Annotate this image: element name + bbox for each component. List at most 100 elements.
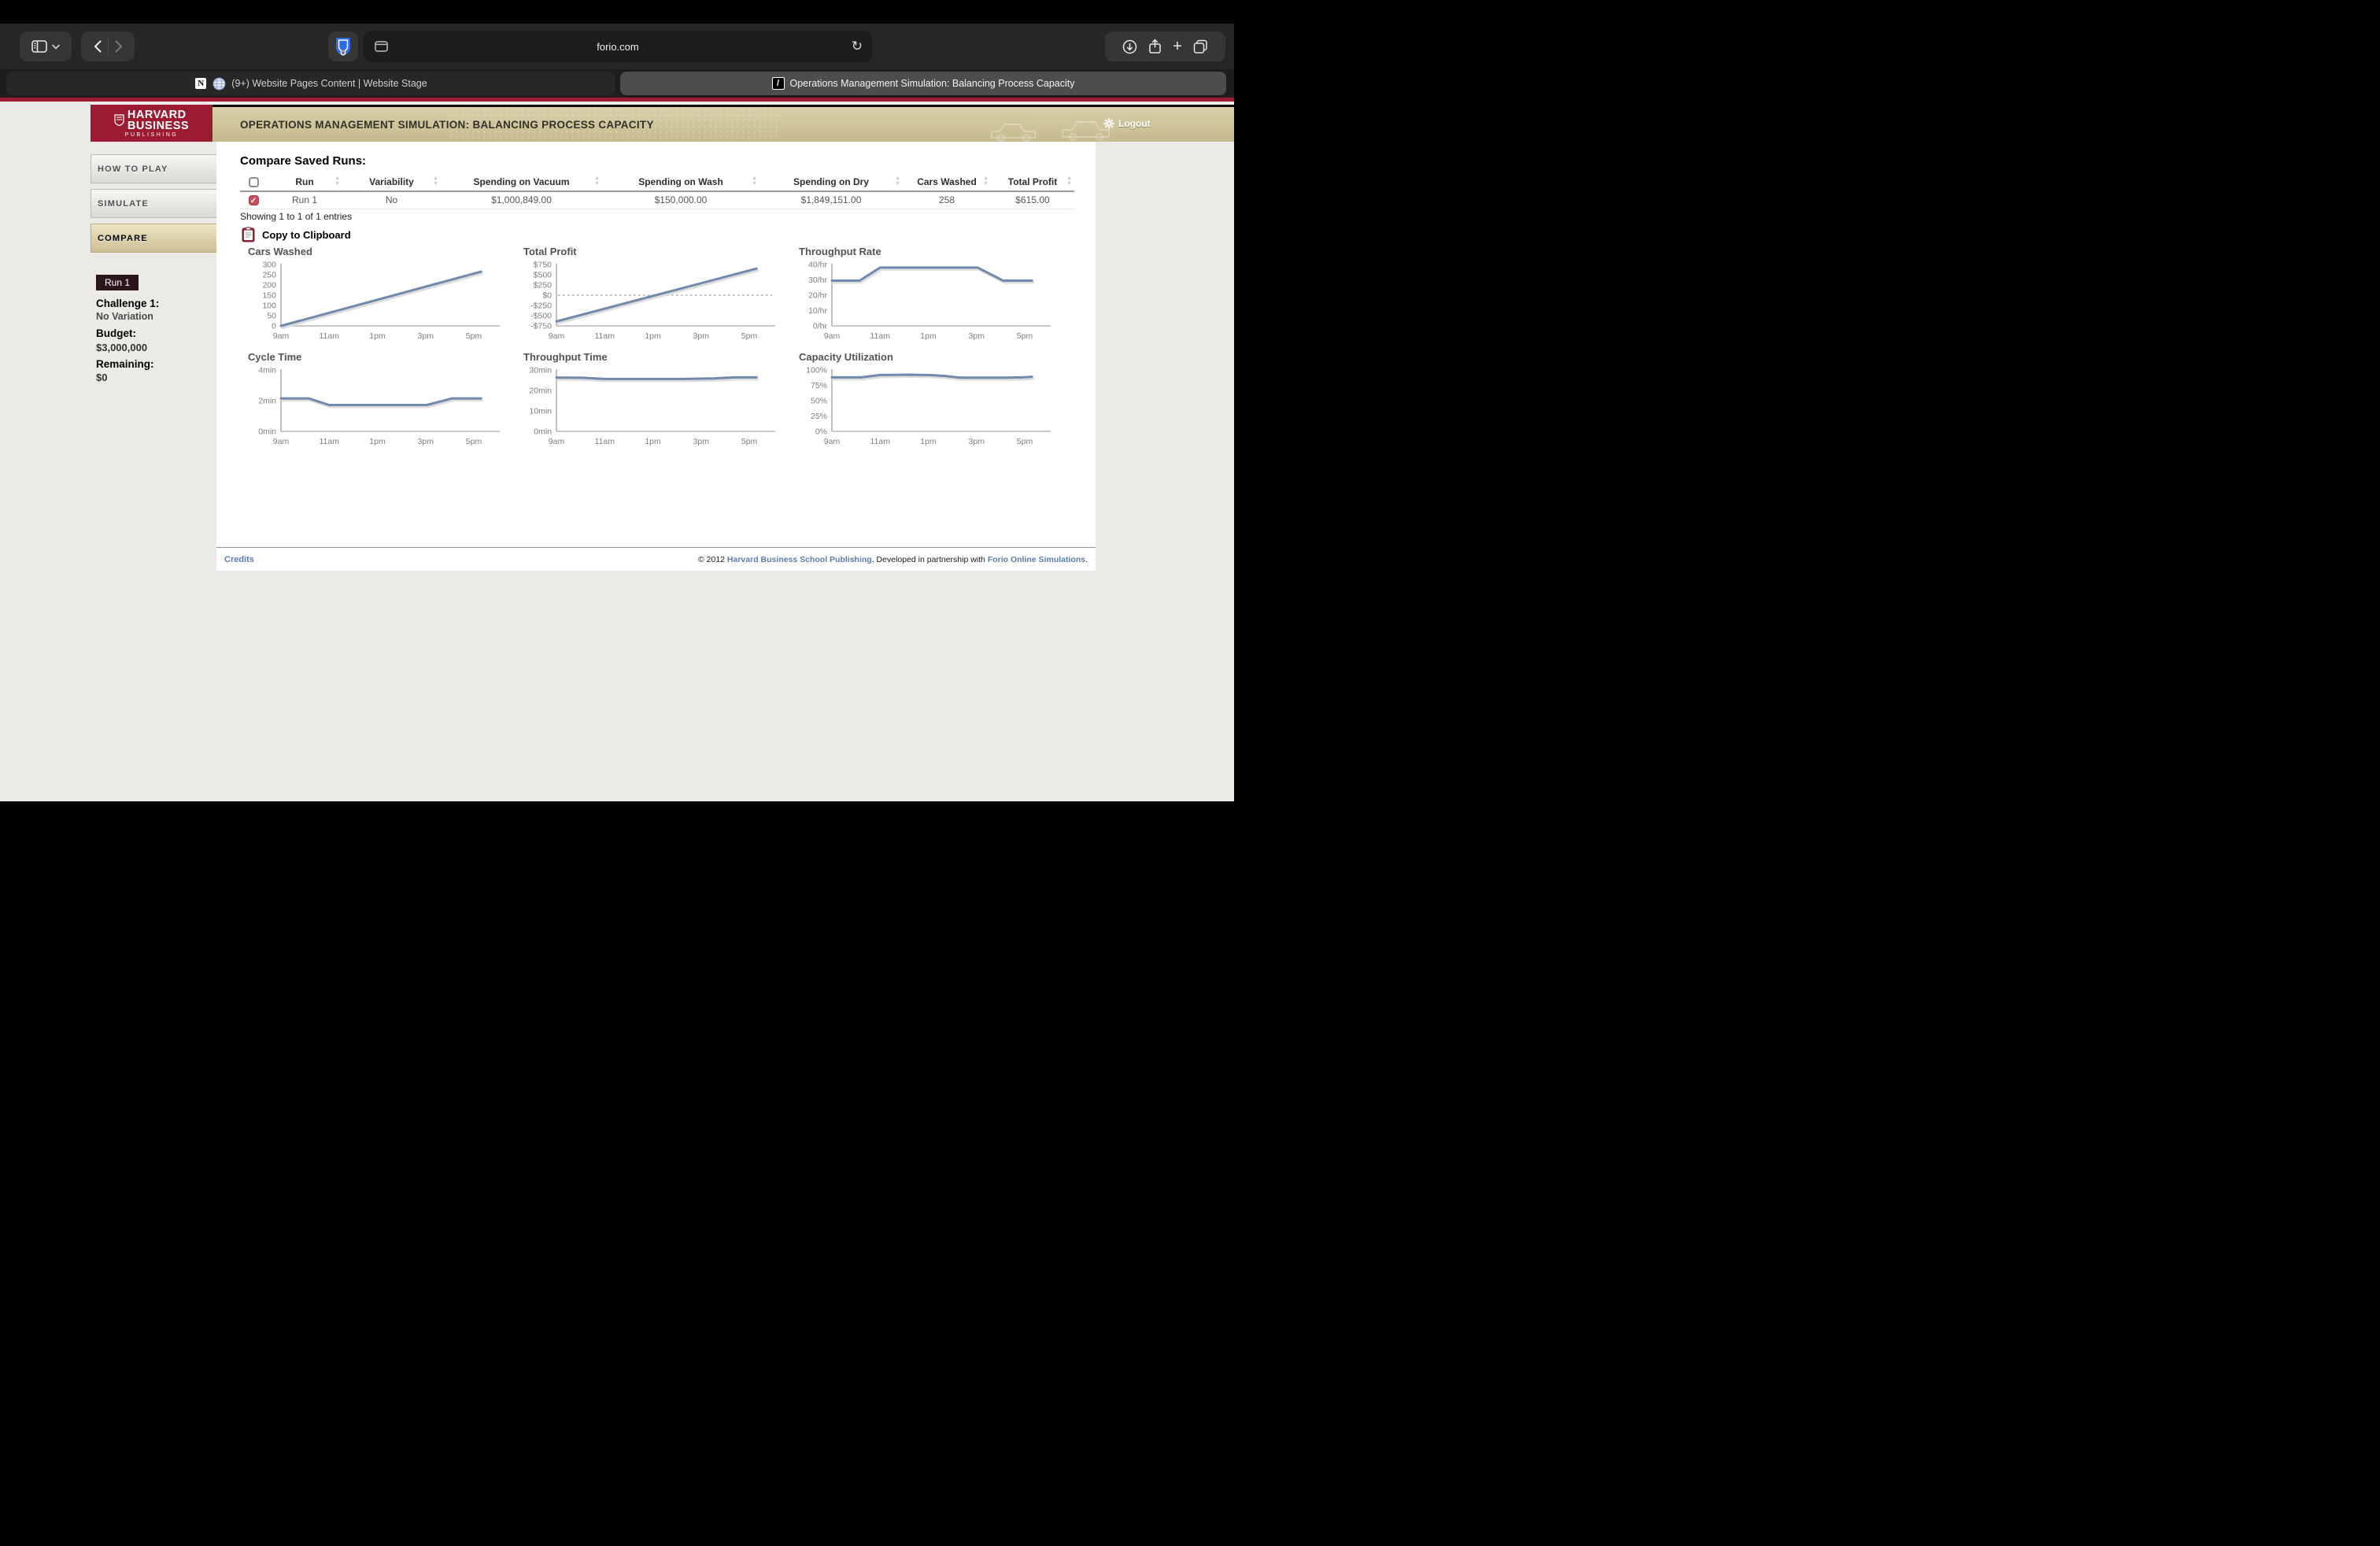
copy-button-label: Copy to Clipboard (262, 228, 351, 241)
footer: Credits © 2012 Harvard Business School P… (216, 547, 1096, 571)
svg-text:40/hr: 40/hr (808, 261, 827, 270)
copy-to-clipboard-button[interactable]: Copy to Clipboard (242, 227, 351, 242)
url-bar[interactable]: forio.com ↻ (364, 31, 872, 62)
chart-title: Throughput Rate (799, 246, 881, 257)
svg-text:0%: 0% (815, 427, 827, 437)
svg-text:1pm: 1pm (369, 437, 386, 446)
nav-label: SIMULATE (98, 198, 150, 209)
password-extension-button[interactable] (328, 31, 358, 61)
budget-label: Budget: (96, 327, 136, 339)
share-button[interactable] (1148, 39, 1162, 54)
content-panel: Compare Saved Runs: Run ▲ ▼ Variability ▲ ▼ Sp… (216, 142, 1096, 571)
browser-toolbar: forio.com ↻ + (0, 24, 1234, 69)
forward-button[interactable] (115, 40, 123, 53)
chart-title: Capacity Utilization (799, 351, 893, 363)
column-label: Run (295, 176, 314, 187)
chart-cars-washed: Cars Washed 300 250 200 150 100 50 0 9am 11am 1pm 3… (248, 246, 501, 347)
svg-text:$500: $500 (534, 271, 552, 280)
svg-text:11am: 11am (870, 437, 891, 446)
logout-button[interactable]: Logout (1103, 118, 1151, 129)
svg-text:3pm: 3pm (969, 331, 985, 341)
downloads-button[interactable] (1122, 39, 1137, 54)
table-header-row: Run ▲ ▼ Variability ▲ ▼ Spending on Vacuum ▲ ▼ Sp… (240, 173, 1074, 192)
row-select-cell: ✓ (240, 191, 267, 209)
sidebar-item-simulate[interactable]: SIMULATE (91, 189, 228, 218)
nav-label: COMPARE (98, 233, 148, 243)
svg-text:10/hr: 10/hr (808, 306, 827, 316)
url-text: forio.com (597, 40, 639, 53)
page-window-icon (375, 41, 388, 52)
charts-grid: Cars Washed 300 250 200 150 100 50 0 9am 11am 1pm 3… (248, 246, 1052, 453)
table-cell: $150,000.00 (602, 191, 759, 209)
nav-divider (107, 38, 109, 55)
table-cell: No (342, 191, 441, 209)
remaining-label: Remaining: (96, 358, 154, 370)
select-all-checkbox[interactable] (248, 176, 259, 187)
svg-text:2min: 2min (258, 397, 276, 406)
row-checkbox[interactable]: ✓ (248, 194, 259, 205)
copyright-prefix: © 2012 (697, 554, 727, 564)
svg-text:5pm: 5pm (741, 331, 758, 341)
tab-label: (9+) Website Pages Content | Website Sta… (231, 78, 427, 89)
table-cell: $615.00 (991, 191, 1074, 209)
svg-text:11am: 11am (320, 437, 340, 446)
column-header-total-profit[interactable]: Total Profit ▲ ▼ (991, 173, 1074, 192)
back-button[interactable] (94, 40, 102, 53)
svg-text:75%: 75% (811, 381, 827, 390)
sort-icon: ▲ ▼ (334, 176, 340, 187)
carwash-art (991, 121, 1110, 142)
column-header-spending-on-dry[interactable]: Spending on Dry ▲ ▼ (759, 173, 903, 192)
harvard-logo[interactable]: HARVARD BUSINESS PUBLISHING (91, 105, 213, 142)
sort-icon: ▲ ▼ (433, 176, 438, 187)
tab-simulation[interactable]: / Operations Management Simulation: Bala… (620, 72, 1226, 95)
svg-text:0/hr: 0/hr (813, 322, 828, 331)
sidebar-item-how-to-play[interactable]: HOW TO PLAY (91, 154, 228, 183)
reload-icon[interactable]: ↻ (851, 39, 863, 54)
sidebar-toggle-button[interactable] (20, 31, 72, 61)
gear-icon (1103, 118, 1114, 129)
copyright-text: © 2012 Harvard Business School Publishin… (698, 555, 1088, 564)
new-tab-button[interactable]: + (1173, 37, 1182, 55)
tab-bar: N (9+) Website Pages Content | Website S… (0, 69, 1234, 98)
page-body: HARVARD BUSINESS PUBLISHING OPERATIONS M… (0, 102, 1234, 801)
clipboard-icon (242, 227, 255, 242)
sidebar-item-compare[interactable]: COMPARE (91, 224, 242, 253)
column-label: Total Profit (1007, 176, 1058, 187)
column-label: Spending on Vacuum (473, 176, 570, 187)
credits-link[interactable]: Credits (224, 554, 254, 564)
harvard-shield-icon (114, 114, 124, 126)
forio-link[interactable]: Forio Online Simulations (987, 554, 1086, 564)
svg-text:0min: 0min (258, 427, 276, 437)
chart-title: Throughput Time (523, 351, 608, 363)
column-header-variability[interactable]: Variability ▲ ▼ (342, 173, 441, 192)
tab-overview-button[interactable] (1193, 39, 1208, 54)
column-header-cars-washed[interactable]: Cars Washed ▲ ▼ (903, 173, 991, 192)
compare-heading: Compare Saved Runs: (240, 154, 367, 168)
svg-text:11am: 11am (320, 331, 340, 341)
column-label: Spending on Wash (638, 176, 723, 187)
chevron-down-icon (52, 44, 60, 50)
svg-text:11am: 11am (870, 331, 891, 341)
hbs-publishing-link[interactable]: Harvard Business School Publishing (726, 554, 872, 564)
chart-throughput-rate: Throughput Rate 40/hr 30/hr 20/hr 10/hr 0/hr 9… (799, 246, 1052, 347)
svg-text:9am: 9am (824, 437, 841, 446)
sort-icon: ▲ ▼ (983, 176, 989, 187)
column-label: Spending on Dry (793, 176, 869, 187)
chart-capacity-utilization: Capacity Utilization 100% 75% 50% 25% 0% 9am 11… (799, 351, 1052, 453)
table-row[interactable]: ✓ Run 1 No $1,000,849.00 $150,000.00 $1,849,1… (240, 191, 1074, 209)
logo-line2: BUSINESS (127, 119, 190, 132)
tab-website-pages[interactable]: N (9+) Website Pages Content | Website S… (6, 72, 615, 95)
column-header-run[interactable]: Run ▲ ▼ (267, 173, 342, 192)
banner: OPERATIONS MANAGEMENT SIMULATION: BALANC… (213, 105, 1234, 142)
toolbar-right-group: + (1105, 31, 1225, 61)
svg-text:5pm: 5pm (466, 437, 482, 446)
column-header-spending-on-vacuum[interactable]: Spending on Vacuum ▲ ▼ (441, 173, 602, 192)
column-header-spending-on-wash[interactable]: Spending on Wash ▲ ▼ (602, 173, 759, 192)
chart-throughput-time: Throughput Time 30min 20min 10min 0min 9am 11a… (523, 351, 777, 453)
budget-value: $3,000,000 (96, 342, 148, 353)
svg-text:9am: 9am (273, 437, 290, 446)
